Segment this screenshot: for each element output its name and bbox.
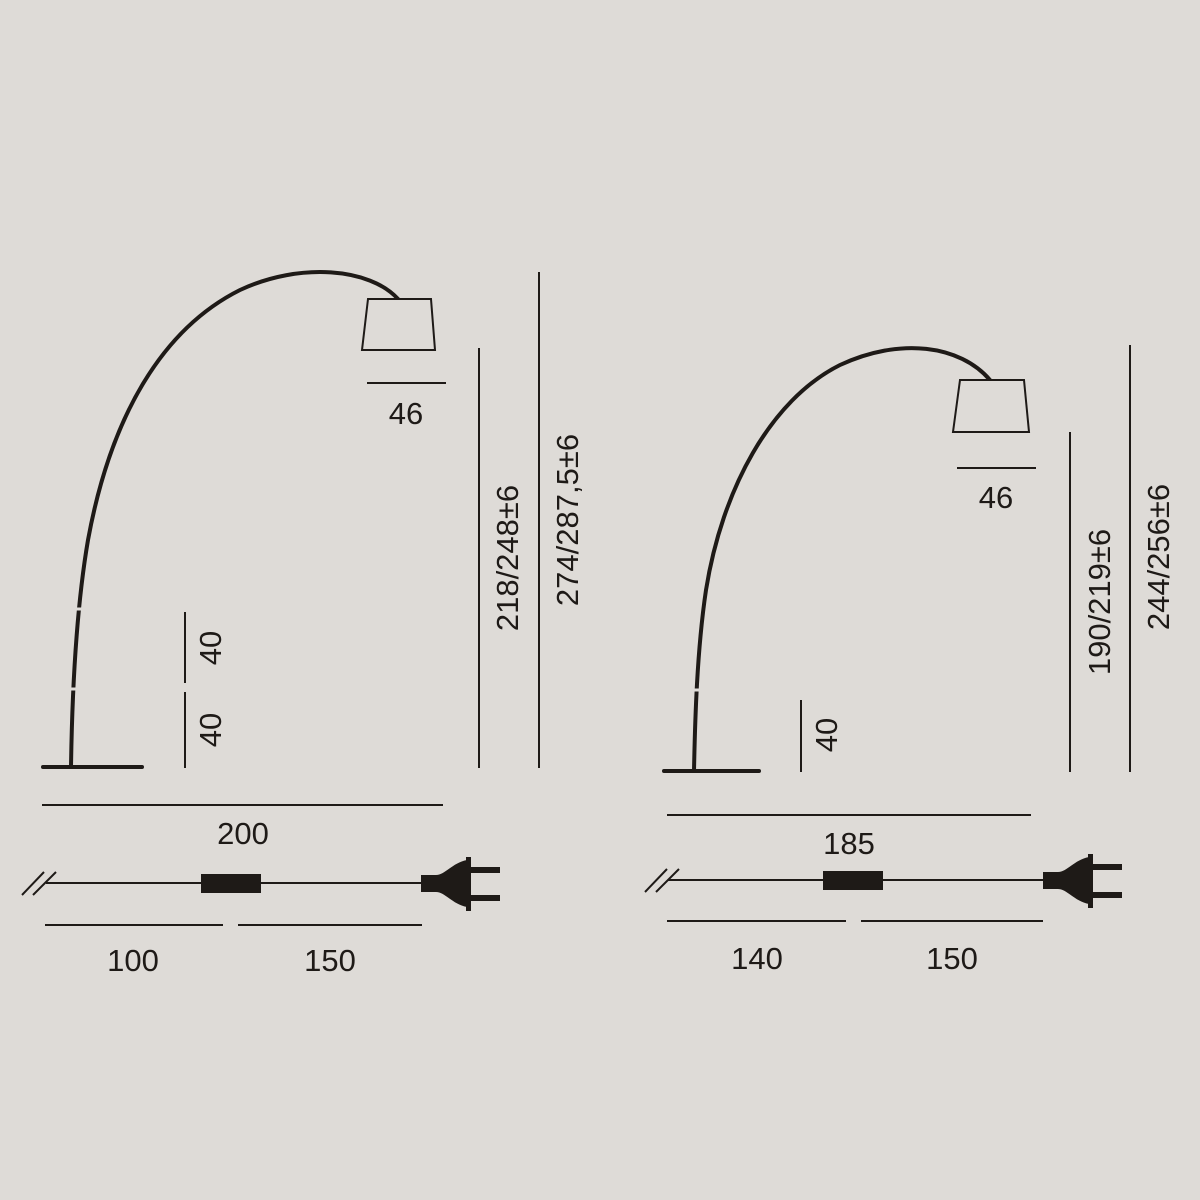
lamp-arc-pole — [692, 346, 992, 773]
large-lamp-cable: 100 150 — [21, 857, 500, 978]
cable-to-switch-label: 140 — [731, 941, 783, 976]
cable-to-switch-label: 100 — [107, 943, 159, 978]
switch-to-plug-label: 150 — [926, 941, 978, 976]
small-arc-lamp: 46 40 190/219±6 244/256±6 185 — [662, 345, 1176, 861]
shade-height-label: 190/219±6 — [1082, 529, 1117, 675]
switch-to-plug-label: 150 — [304, 943, 356, 978]
lamp-shade — [360, 298, 437, 351]
shade-width-label: 46 — [389, 396, 423, 431]
break-mark-icon — [644, 868, 668, 893]
reach-label: 185 — [823, 826, 875, 861]
lower-section-height-label: 40 — [193, 713, 228, 747]
reach-label: 200 — [217, 816, 269, 851]
small-lamp-cable: 140 150 — [644, 854, 1122, 976]
switch-icon — [823, 871, 883, 890]
switch-icon — [201, 874, 261, 893]
base-height-label: 40 — [809, 718, 844, 752]
plug-icon — [1043, 854, 1122, 908]
shade-width-label: 46 — [979, 480, 1013, 515]
upper-section-height-label: 40 — [193, 631, 228, 665]
plug-icon — [421, 857, 500, 911]
lamp-arc-pole — [69, 270, 400, 769]
large-arc-lamp: 46 40 40 218/248±6 274/287,5±6 200 — [41, 270, 585, 851]
total-height-label: 274/287,5±6 — [550, 434, 585, 606]
shade-height-label: 218/248±6 — [490, 485, 525, 631]
break-mark-icon — [21, 871, 45, 896]
total-height-label: 244/256±6 — [1141, 484, 1176, 630]
lamp-shade — [951, 379, 1031, 433]
